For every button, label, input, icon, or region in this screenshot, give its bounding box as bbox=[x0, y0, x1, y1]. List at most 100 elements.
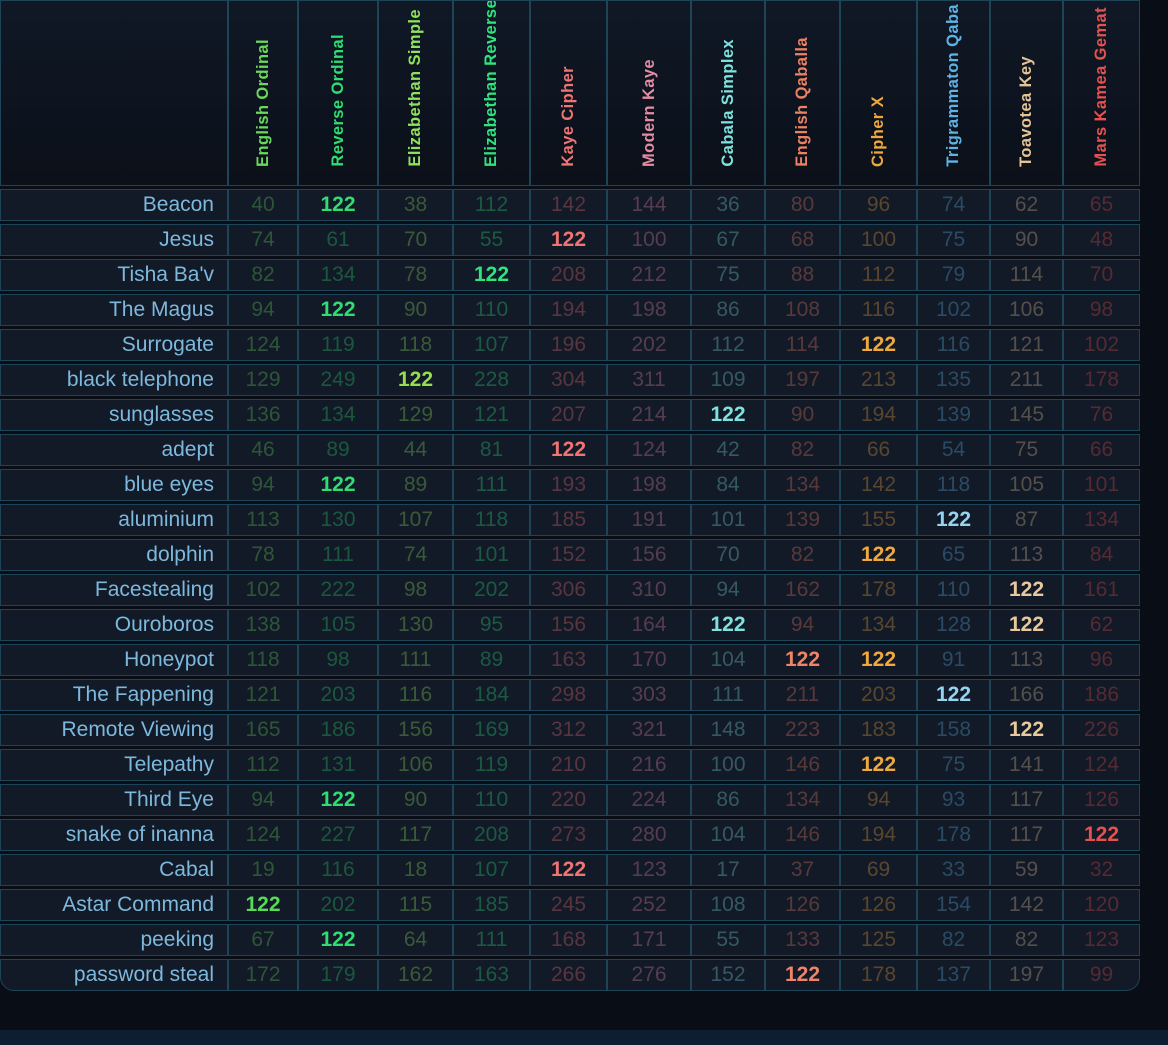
value-cell: 166 bbox=[990, 679, 1063, 711]
value-cell: 216 bbox=[607, 749, 691, 781]
value-cell: 138 bbox=[228, 609, 298, 641]
value-cell: 214 bbox=[607, 399, 691, 431]
value-cell: 87 bbox=[990, 504, 1063, 536]
value-cell: 102 bbox=[1063, 329, 1140, 361]
value-cell: 48 bbox=[1063, 224, 1140, 256]
value-cell: 122 bbox=[530, 854, 607, 886]
value-cell: 117 bbox=[990, 819, 1063, 851]
value-cell: 104 bbox=[691, 819, 765, 851]
row-name-cell: Honeypot bbox=[0, 644, 228, 676]
value-cell: 178 bbox=[840, 959, 917, 991]
column-header-kaye-cipher[interactable]: Kaye Cipher bbox=[530, 0, 607, 186]
value-cell: 162 bbox=[378, 959, 453, 991]
value-cell: 184 bbox=[453, 679, 530, 711]
value-cell: 55 bbox=[453, 224, 530, 256]
value-cell: 298 bbox=[530, 679, 607, 711]
column-header-elizabethan-simple[interactable]: Elizabethan Simple bbox=[378, 0, 453, 186]
value-cell: 122 bbox=[298, 924, 378, 956]
value-cell: 154 bbox=[917, 889, 990, 921]
value-cell: 101 bbox=[1063, 469, 1140, 501]
value-cell: 80 bbox=[765, 189, 840, 221]
value-cell: 122 bbox=[840, 749, 917, 781]
value-cell: 178 bbox=[840, 574, 917, 606]
value-cell: 310 bbox=[607, 574, 691, 606]
value-cell: 112 bbox=[840, 259, 917, 291]
table-row: Ouroboros 138 105 130 95 156 164 122 94 134 128 12… bbox=[0, 609, 1140, 641]
value-cell: 168 bbox=[530, 924, 607, 956]
value-cell: 134 bbox=[298, 259, 378, 291]
value-cell: 40 bbox=[228, 189, 298, 221]
value-cell: 179 bbox=[298, 959, 378, 991]
value-cell: 74 bbox=[378, 539, 453, 571]
row-name-cell: Ouroboros bbox=[0, 609, 228, 641]
table-row: Surrogate 124 119 118 107 196 202 112 114 122 116… bbox=[0, 329, 1140, 361]
value-cell: 67 bbox=[228, 924, 298, 956]
value-cell: 202 bbox=[453, 574, 530, 606]
column-header-toavotea-key[interactable]: Toavotea Key bbox=[990, 0, 1063, 186]
column-header-elizabethan-reverse[interactable]: Elizabethan Reverse bbox=[453, 0, 530, 186]
value-cell: 134 bbox=[840, 609, 917, 641]
value-cell: 133 bbox=[765, 924, 840, 956]
value-cell: 108 bbox=[765, 294, 840, 326]
column-header-cabala-simplex[interactable]: Cabala Simplex bbox=[691, 0, 765, 186]
column-header-english-ordinal[interactable]: English Ordinal bbox=[228, 0, 298, 186]
value-cell: 84 bbox=[691, 469, 765, 501]
value-cell: 99 bbox=[1063, 959, 1140, 991]
value-cell: 17 bbox=[691, 854, 765, 886]
value-cell: 134 bbox=[298, 399, 378, 431]
value-cell: 124 bbox=[228, 329, 298, 361]
value-cell: 156 bbox=[378, 714, 453, 746]
value-cell: 117 bbox=[378, 819, 453, 851]
table-row: Third Eye 94 122 90 110 220 224 86 134 94 93 117 12… bbox=[0, 784, 1140, 816]
value-cell: 102 bbox=[917, 294, 990, 326]
column-header-reverse-ordinal[interactable]: Reverse Ordinal bbox=[298, 0, 378, 186]
value-cell: 197 bbox=[990, 959, 1063, 991]
table-row: Facestealing 102 222 98 202 306 310 94 162 178 11… bbox=[0, 574, 1140, 606]
value-cell: 129 bbox=[378, 399, 453, 431]
value-cell: 67 bbox=[691, 224, 765, 256]
cipher-column-label: Trigrammaton Qaba bbox=[944, 4, 962, 167]
column-header-trigrammaton-qaba[interactable]: Trigrammaton Qaba bbox=[917, 0, 990, 186]
value-cell: 98 bbox=[298, 644, 378, 676]
value-cell: 107 bbox=[453, 329, 530, 361]
value-cell: 122 bbox=[691, 609, 765, 641]
value-cell: 111 bbox=[298, 539, 378, 571]
value-cell: 82 bbox=[917, 924, 990, 956]
value-cell: 122 bbox=[765, 959, 840, 991]
value-cell: 59 bbox=[990, 854, 1063, 886]
value-cell: 117 bbox=[990, 784, 1063, 816]
value-cell: 120 bbox=[1063, 889, 1140, 921]
value-cell: 211 bbox=[765, 679, 840, 711]
table-row: adept 46 89 44 81 122 124 42 82 66 54 75 66 bbox=[0, 434, 1140, 466]
value-cell: 94 bbox=[691, 574, 765, 606]
corner-cell bbox=[0, 0, 228, 186]
value-cell: 101 bbox=[691, 504, 765, 536]
value-cell: 74 bbox=[228, 224, 298, 256]
header-row: English Ordinal Reverse Ordinal Elizabet… bbox=[0, 0, 1140, 186]
value-cell: 212 bbox=[607, 259, 691, 291]
results-table-wrap: English Ordinal Reverse Ordinal Elizabet… bbox=[0, 0, 1140, 991]
value-cell: 126 bbox=[765, 889, 840, 921]
value-cell: 142 bbox=[530, 189, 607, 221]
column-header-mars-kamea-gemat[interactable]: Mars Kamea Gemat bbox=[1063, 0, 1140, 186]
value-cell: 118 bbox=[453, 504, 530, 536]
value-cell: 90 bbox=[990, 224, 1063, 256]
value-cell: 100 bbox=[691, 749, 765, 781]
column-header-modern-kaye[interactable]: Modern Kaye bbox=[607, 0, 691, 186]
value-cell: 146 bbox=[765, 819, 840, 851]
value-cell: 122 bbox=[691, 399, 765, 431]
value-cell: 220 bbox=[530, 784, 607, 816]
value-cell: 33 bbox=[917, 854, 990, 886]
value-cell: 55 bbox=[691, 924, 765, 956]
value-cell: 194 bbox=[840, 819, 917, 851]
value-cell: 122 bbox=[298, 294, 378, 326]
value-cell: 249 bbox=[298, 364, 378, 396]
value-cell: 158 bbox=[917, 714, 990, 746]
row-name-cell: password steal bbox=[0, 959, 228, 991]
column-header-cipher-x[interactable]: Cipher X bbox=[840, 0, 917, 186]
column-header-english-qaballa[interactable]: English Qaballa bbox=[765, 0, 840, 186]
value-cell: 94 bbox=[228, 294, 298, 326]
table-row: The Fappening 121 203 116 184 298 303 111 211 20… bbox=[0, 679, 1140, 711]
cipher-column-label: Kaye Cipher bbox=[559, 66, 577, 167]
